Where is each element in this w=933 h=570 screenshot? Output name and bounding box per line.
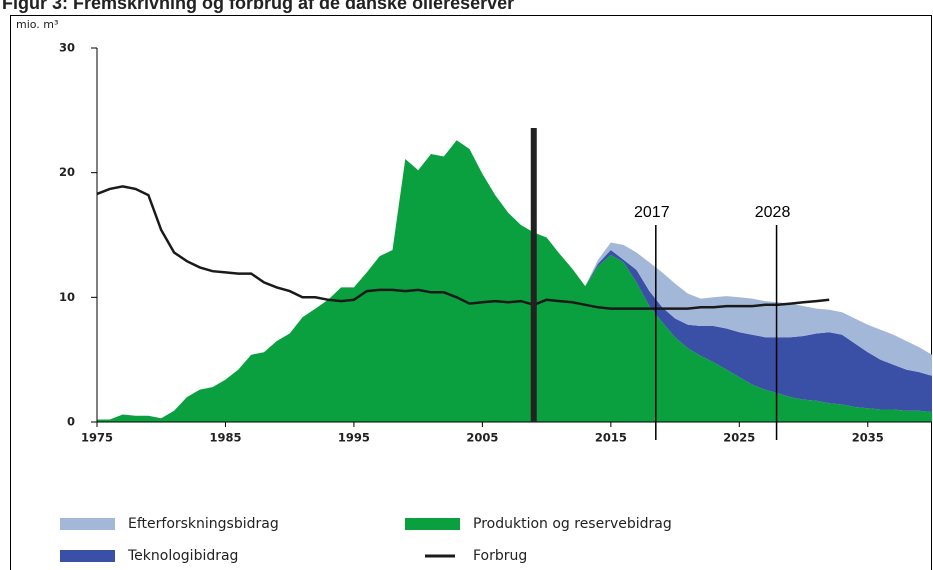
y-tick-label: 30 [59,41,75,55]
marker-label: 2017 [634,204,670,221]
area [585,242,932,376]
legend-label: Produktion og reservebidrag [473,516,672,532]
y-tick-label: 0 [67,415,75,429]
x-tick-label: 2025 [723,431,755,445]
x-tick-label: 1975 [81,431,113,445]
y-tick-label: 10 [59,290,75,304]
y-tick-label: 20 [59,165,75,179]
x-tick-label: 2015 [595,431,627,445]
x-tick-label: 2035 [852,431,884,445]
legend-swatch [60,518,115,530]
legend-label: Forbrug [473,548,527,564]
chart-title: Figur 3: Fremskrivning og forbrug af de … [2,0,514,13]
x-tick-label: 1985 [209,431,241,445]
legend-label: Teknologibidrag [127,548,238,564]
x-tick-label: 2005 [466,431,498,445]
legend-swatch [60,550,115,562]
y-axis-label: mio. m³ [16,18,58,31]
marker-label: 2028 [755,204,791,221]
x-tick-label: 1995 [338,431,370,445]
legend-label: Efterforskningsbidrag [128,516,279,532]
line [96,185,830,310]
legend-swatch [405,518,460,530]
area [97,140,932,423]
area [585,250,932,412]
frame [10,15,932,570]
